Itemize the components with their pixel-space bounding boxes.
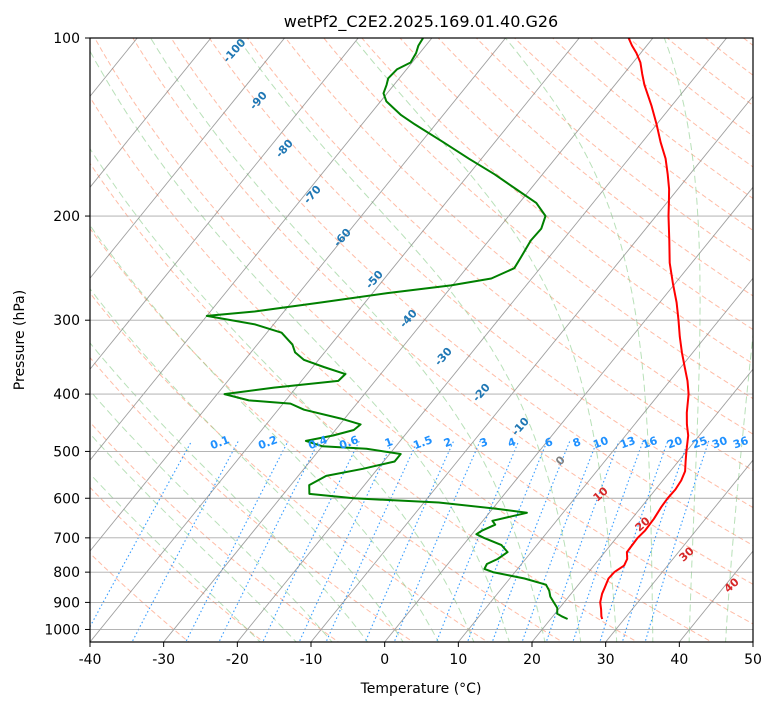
dry-adiabat-line (590, 38, 753, 168)
y-axis-label: Pressure (hPa) (12, 290, 28, 390)
mixing-ratio-label: 8 (571, 435, 583, 450)
x-tick-label: -10 (300, 652, 323, 668)
mixing-ratio-label: 25 (690, 434, 709, 451)
y-tick-label: 600 (53, 491, 80, 507)
moist-adiabat-line (90, 342, 369, 642)
mixing-ratio-label: 3 (478, 435, 490, 450)
x-tick-label: 0 (380, 652, 389, 668)
mixing-ratio-line (262, 440, 360, 642)
x-tick-label: 20 (523, 652, 541, 668)
mixing-ratio-line (491, 440, 571, 642)
isotherm-line (605, 459, 753, 642)
plot-frame (89, 37, 754, 643)
y-tick-label: 700 (53, 531, 80, 547)
moist-adiabat-line (725, 329, 753, 642)
dry-adiabat-line (94, 38, 753, 625)
mixing-ratio-label: 6 (543, 435, 555, 450)
mixing-ratio-line (521, 440, 598, 642)
mixing-ratio-label: 0.4 (306, 433, 329, 452)
isotherm-line (236, 38, 728, 642)
mixing-ratio-line (435, 440, 520, 642)
isotherm-line (163, 38, 654, 642)
isotherm-line (90, 38, 433, 461)
dry-adiabat-line (90, 292, 489, 642)
isotherm-line (90, 38, 359, 370)
mixing-ratio-line (90, 440, 193, 628)
moist-adiabat-line (353, 38, 618, 642)
moist-adiabat-line (663, 38, 701, 642)
moist-adiabat-line (505, 38, 654, 642)
mixing-ratio-line (364, 440, 455, 642)
y-tick-label: 200 (53, 209, 80, 225)
moist-adiabat-line (237, 38, 582, 642)
mixing-ratio-line (466, 440, 548, 642)
dry-adiabat-line (170, 38, 753, 546)
dry-adiabat-line (90, 421, 340, 642)
y-tick-label: 1000 (44, 622, 80, 638)
isotherm-line (90, 38, 507, 552)
moist-adiabat-line (150, 38, 546, 642)
mixing-ratio-label: 0.6 (337, 433, 360, 452)
mixing-ratio-label: 20 (665, 434, 684, 452)
y-tick-label: 900 (53, 595, 80, 611)
dry-adiabat-line (246, 38, 753, 472)
y-tick-label: 100 (53, 31, 80, 47)
mixing-ratio-label: 13 (618, 434, 637, 451)
mixing-ratio-label: 10 (591, 434, 610, 452)
isotherm-line (384, 186, 753, 642)
x-axis-label: Temperature (°C) (360, 681, 482, 697)
mixing-ratio-line (218, 440, 320, 642)
x-tick-label: 50 (744, 652, 762, 668)
mixing-ratio-label: 1 (383, 435, 395, 450)
isotherm-line (90, 38, 286, 279)
x-tick-label: -30 (152, 652, 175, 668)
temperature-profile (599, 38, 690, 620)
mixing-ratio-label: 4 (506, 435, 518, 450)
dry-adiabat-line (132, 38, 753, 585)
dry-adiabat-line (551, 38, 753, 200)
mixing-ratio-label: 16 (640, 434, 659, 452)
moist-adiabat-line (90, 287, 404, 642)
dry-adiabat-line (323, 38, 753, 400)
x-tick-label: 30 (597, 652, 615, 668)
x-tick-label: 10 (449, 652, 467, 668)
dry-adiabat-line (399, 38, 753, 331)
mixing-ratio-label: 36 (731, 434, 750, 452)
y-tick-label: 400 (53, 387, 80, 403)
dry-adiabat-line (90, 96, 713, 642)
x-tick-label: 40 (670, 652, 688, 668)
isotherm-line (90, 38, 580, 642)
mixing-ratio-line (325, 440, 419, 642)
mixing-ratio-line (545, 440, 620, 642)
x-tick-label: -40 (79, 652, 102, 668)
chart-title: wetPf2_C2E2.2025.169.01.40.G26 (284, 12, 558, 32)
dry-adiabat-line (208, 38, 753, 509)
mixing-ratio-label: 30 (710, 434, 729, 452)
isotherm-line (457, 277, 753, 642)
mixing-ratio-line (393, 440, 481, 642)
y-tick-label: 800 (53, 565, 80, 581)
mixing-ratio-label: 2 (442, 435, 454, 450)
isotherm-line (531, 368, 753, 642)
mixing-ratio-label: 0.2 (256, 433, 279, 452)
mixing-ratio-line (298, 440, 394, 642)
mixing-ratio-label: 0.1 (208, 433, 231, 452)
y-tick-label: 300 (53, 313, 80, 329)
dry-adiabat-line (475, 38, 753, 264)
isotherm-line (310, 95, 753, 642)
y-tick-label: 500 (53, 444, 80, 460)
x-tick-label: -20 (226, 652, 249, 668)
dry-adiabat-line (361, 38, 753, 365)
dewpoint-profile (205, 38, 569, 620)
mixing-ratio-label: 1.5 (411, 433, 434, 452)
isotherm-line (90, 38, 212, 188)
